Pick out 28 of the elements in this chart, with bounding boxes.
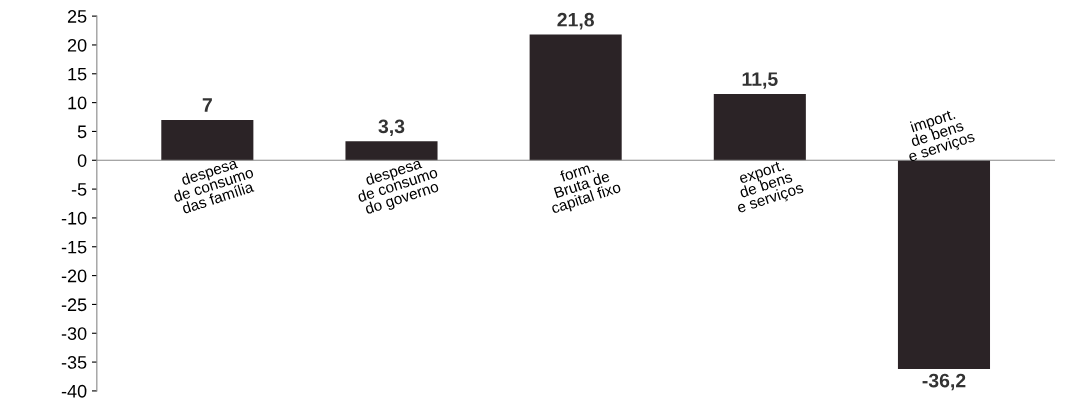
x-tick-label: despesa de consumo das família bbox=[172, 157, 255, 214]
y-tick-label: -20 bbox=[61, 269, 87, 283]
data-label: -36,2 bbox=[922, 373, 966, 391]
data-label: 3,3 bbox=[378, 119, 405, 137]
y-tick-label: -5 bbox=[71, 183, 87, 196]
y-tick-label: 0 bbox=[77, 154, 87, 167]
bar bbox=[897, 160, 991, 369]
data-label: 7 bbox=[202, 98, 212, 112]
x-tick-label: form. Bruta de capital fixo bbox=[550, 161, 623, 217]
y-tick-label: 5 bbox=[77, 125, 87, 139]
y-tick-label: 10 bbox=[68, 96, 87, 110]
y-tick-label: -35 bbox=[61, 356, 87, 369]
x-tick-label: import. de bens e serviços bbox=[907, 108, 977, 165]
bar bbox=[161, 119, 254, 161]
y-tick-label: -25 bbox=[61, 298, 87, 312]
y-tick-label: -30 bbox=[61, 327, 87, 340]
data-label: 21,8 bbox=[557, 12, 594, 30]
y-tick-label: 25 bbox=[67, 10, 87, 23]
x-tick-label: export. de bens e serviços bbox=[736, 160, 805, 217]
y-tick-label: 20 bbox=[67, 38, 87, 52]
y-tick-label: -15 bbox=[61, 240, 87, 254]
data-label: 11,5 bbox=[742, 72, 778, 89]
bar bbox=[345, 141, 438, 161]
bar bbox=[529, 34, 622, 161]
y-tick-label: -40 bbox=[61, 384, 87, 398]
y-tick-label: -10 bbox=[61, 211, 87, 225]
bar bbox=[713, 93, 806, 161]
y-tick-label: 15 bbox=[68, 67, 87, 81]
